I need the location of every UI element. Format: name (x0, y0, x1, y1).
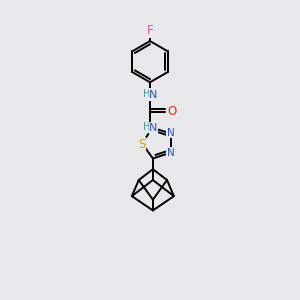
Text: H: H (143, 122, 150, 132)
Text: F: F (147, 24, 153, 37)
Text: N: N (167, 128, 175, 138)
Text: N: N (149, 123, 158, 134)
Text: S: S (138, 138, 146, 151)
Text: O: O (167, 105, 176, 118)
Text: N: N (149, 90, 158, 100)
Text: H: H (143, 89, 150, 99)
Text: N: N (167, 148, 175, 158)
